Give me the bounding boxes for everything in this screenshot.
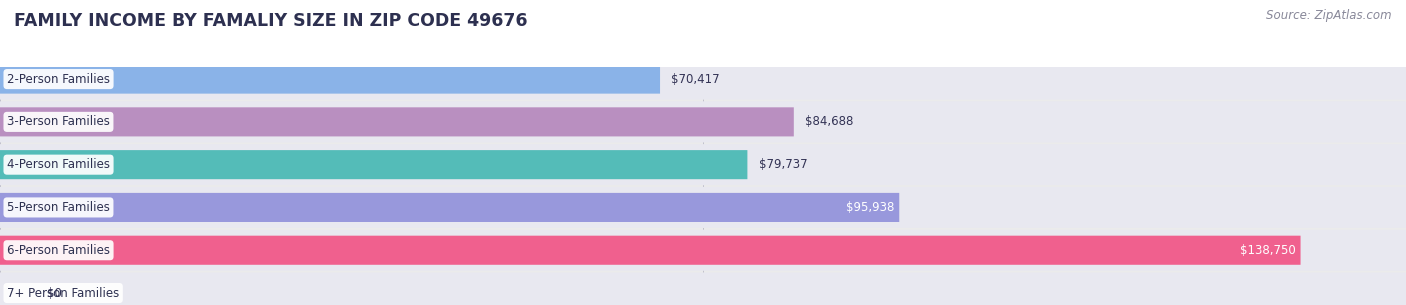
FancyBboxPatch shape	[0, 150, 748, 179]
Text: 5-Person Families: 5-Person Families	[7, 201, 110, 214]
FancyBboxPatch shape	[0, 187, 1406, 228]
Text: $84,688: $84,688	[806, 115, 853, 128]
FancyBboxPatch shape	[0, 272, 1406, 305]
Text: Source: ZipAtlas.com: Source: ZipAtlas.com	[1267, 9, 1392, 22]
FancyBboxPatch shape	[0, 230, 1406, 271]
Text: $70,417: $70,417	[671, 73, 720, 86]
FancyBboxPatch shape	[0, 193, 900, 222]
Text: 6-Person Families: 6-Person Families	[7, 244, 110, 257]
Text: $95,938: $95,938	[846, 201, 894, 214]
FancyBboxPatch shape	[0, 236, 1301, 265]
Text: 3-Person Families: 3-Person Families	[7, 115, 110, 128]
Text: FAMILY INCOME BY FAMALIY SIZE IN ZIP CODE 49676: FAMILY INCOME BY FAMALIY SIZE IN ZIP COD…	[14, 12, 527, 30]
Text: 7+ Person Families: 7+ Person Families	[7, 286, 120, 300]
Text: $79,737: $79,737	[759, 158, 807, 171]
Text: 4-Person Families: 4-Person Families	[7, 158, 110, 171]
Text: 2-Person Families: 2-Person Families	[7, 73, 110, 86]
Text: $0: $0	[46, 286, 62, 300]
Text: $138,750: $138,750	[1240, 244, 1296, 257]
FancyBboxPatch shape	[0, 107, 794, 136]
FancyBboxPatch shape	[0, 65, 659, 94]
FancyBboxPatch shape	[0, 101, 1406, 142]
FancyBboxPatch shape	[0, 59, 1406, 100]
FancyBboxPatch shape	[0, 144, 1406, 185]
